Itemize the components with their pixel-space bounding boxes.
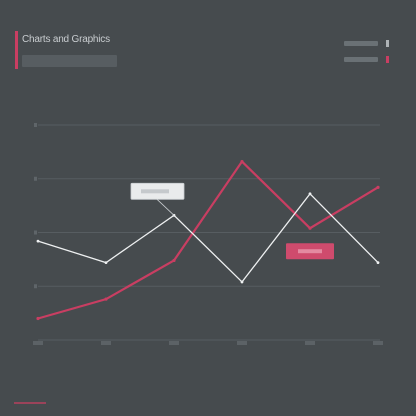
data-point-red — [308, 226, 312, 230]
data-points — [36, 159, 380, 321]
y-tick-mark — [34, 284, 37, 289]
data-point-red — [172, 258, 176, 263]
x-tick-mark — [373, 341, 383, 345]
legend-label — [344, 41, 378, 46]
callouts — [130, 182, 334, 260]
series-line-red — [37, 159, 379, 320]
data-point-red — [36, 316, 40, 321]
data-point-white — [376, 261, 380, 264]
data-point-white — [308, 192, 312, 196]
data-point-red — [104, 297, 108, 301]
gridlines — [38, 124, 380, 341]
data-point-white — [104, 261, 108, 264]
callout-white-leader — [156, 199, 175, 216]
x-tick-mark — [101, 341, 111, 345]
y-tick-mark — [34, 176, 37, 181]
y-tick-mark — [34, 230, 37, 235]
footer-mark — [14, 395, 46, 404]
series-lines — [37, 159, 379, 320]
data-point-red — [240, 159, 244, 164]
x-tick-mark — [305, 341, 315, 345]
title-accent-bar — [15, 31, 18, 69]
series-line-white — [37, 192, 379, 283]
chart-title: Charts and Graphics — [22, 34, 110, 45]
legend — [332, 38, 392, 70]
x-tick-mark — [237, 341, 247, 345]
x-tick-mark — [33, 341, 43, 345]
subtitle-placeholder — [22, 55, 117, 67]
callout-white-text — [141, 189, 169, 194]
data-point-white — [240, 280, 244, 284]
x-tick-mark — [169, 341, 179, 345]
y-tick-mark — [34, 123, 37, 127]
legend-entry-white — [332, 38, 392, 50]
axis-ticks — [33, 123, 383, 345]
legend-entry-red — [332, 54, 392, 66]
data-point-red — [376, 185, 380, 189]
data-point-white — [36, 239, 40, 243]
callout-red-text — [298, 249, 322, 254]
legend-label — [344, 57, 378, 62]
legend-swatch-white — [386, 40, 389, 47]
legend-swatch-red — [386, 56, 389, 63]
